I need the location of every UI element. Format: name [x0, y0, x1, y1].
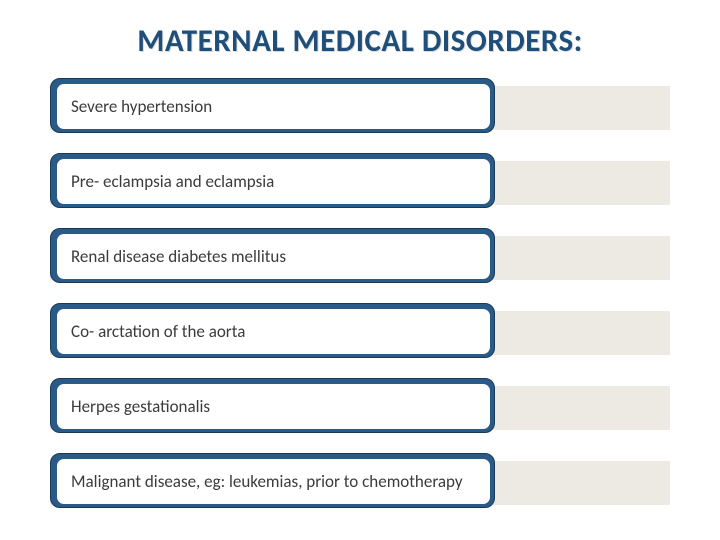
item-label: Pre- eclampsia and eclampsia [71, 172, 274, 192]
list-item: Renal disease diabetes mellitus [50, 228, 670, 283]
item-pill: Co- arctation of the aorta [50, 303, 495, 358]
item-pill: Severe hypertension [50, 78, 495, 133]
list-item: Malignant disease, eg: leukemias, prior … [50, 453, 670, 508]
item-pill: Pre- eclampsia and eclampsia [50, 153, 495, 208]
item-label: Herpes gestationalis [71, 397, 210, 417]
item-list: Severe hypertension Pre- eclampsia and e… [50, 78, 670, 508]
list-item: Co- arctation of the aorta [50, 303, 670, 358]
item-label-box: Co- arctation of the aorta [57, 309, 490, 354]
item-label-box: Herpes gestationalis [57, 384, 490, 429]
item-label-box: Malignant disease, eg: leukemias, prior … [57, 459, 490, 504]
item-label-box: Severe hypertension [57, 84, 490, 129]
item-label: Malignant disease, eg: leukemias, prior … [71, 472, 463, 492]
item-label: Co- arctation of the aorta [71, 322, 245, 342]
list-item: Pre- eclampsia and eclampsia [50, 153, 670, 208]
item-label: Renal disease diabetes mellitus [71, 247, 286, 267]
list-item: Severe hypertension [50, 78, 670, 133]
item-label: Severe hypertension [71, 97, 212, 117]
item-pill: Herpes gestationalis [50, 378, 495, 433]
list-item: Herpes gestationalis [50, 378, 670, 433]
page-title: MATERNAL MEDICAL DISORDERS: [50, 22, 670, 60]
item-pill: Malignant disease, eg: leukemias, prior … [50, 453, 495, 508]
item-label-box: Pre- eclampsia and eclampsia [57, 159, 490, 204]
slide: MATERNAL MEDICAL DISORDERS: Severe hyper… [0, 0, 720, 540]
item-pill: Renal disease diabetes mellitus [50, 228, 495, 283]
item-label-box: Renal disease diabetes mellitus [57, 234, 490, 279]
